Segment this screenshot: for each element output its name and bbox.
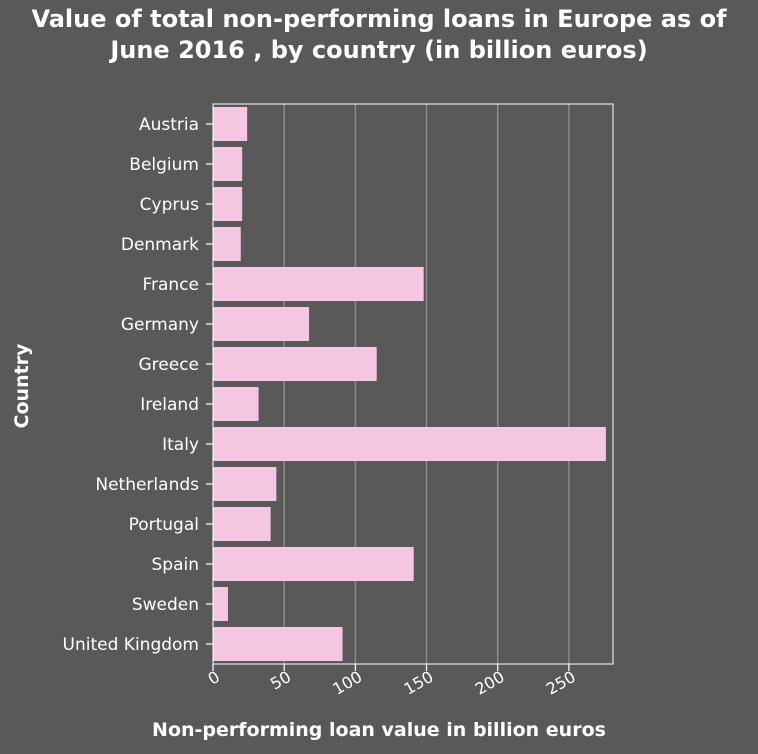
bar-netherlands xyxy=(213,467,277,501)
y-tick-label-belgium: Belgium xyxy=(129,155,199,175)
x-tick-label-50: 50 xyxy=(267,667,294,694)
chart-title: Value of total non-performing loans in E… xyxy=(31,5,727,64)
bar-sweden xyxy=(213,587,228,621)
y-tick-label-greece: Greece xyxy=(138,355,199,375)
y-tick-label-united-kingdom: United Kingdom xyxy=(63,635,199,655)
y-tick-label-denmark: Denmark xyxy=(121,235,199,255)
bar-ireland xyxy=(213,387,259,421)
bars xyxy=(213,107,606,661)
y-tick-label-france: France xyxy=(142,275,199,295)
bar-denmark xyxy=(213,227,241,261)
y-axis: Austria Belgium Cyprus Denmark France Germany… xyxy=(63,115,213,655)
y-tick-label-portugal: Portugal xyxy=(129,515,199,535)
plot-frame xyxy=(212,103,614,665)
y-tick-label-austria: Austria xyxy=(139,115,199,135)
y-tick-label-germany: Germany xyxy=(121,315,199,335)
x-axis: 0 50 100 150 200 250 xyxy=(205,664,579,699)
y-tick-label-spain: Spain xyxy=(152,555,200,575)
y-tick-label-cyprus: Cyprus xyxy=(140,195,199,215)
bar-belgium xyxy=(213,147,243,181)
bar-italy xyxy=(213,427,606,461)
y-tick-label-ireland: Ireland xyxy=(140,395,199,415)
bar-spain xyxy=(213,547,414,581)
bar-france xyxy=(213,267,424,301)
x-tick-label-250: 250 xyxy=(543,667,579,699)
y-tick-label-netherlands: Netherlands xyxy=(95,475,199,495)
y-tick-label-sweden: Sweden xyxy=(132,595,199,615)
bar-greece xyxy=(213,347,377,381)
x-tick-label-100: 100 xyxy=(329,667,365,699)
y-tick-label-italy: Italy xyxy=(162,435,199,455)
bar-austria xyxy=(213,107,248,141)
bar-united-kingdom xyxy=(213,627,343,661)
bar-portugal xyxy=(213,507,271,541)
x-tick-label-0: 0 xyxy=(205,667,223,689)
x-tick-label-150: 150 xyxy=(401,667,437,699)
bar-germany xyxy=(213,307,310,341)
x-axis-label: Non-performing loan value in billion eur… xyxy=(152,719,606,741)
bar-cyprus xyxy=(213,187,243,221)
x-tick-label-200: 200 xyxy=(472,667,508,699)
